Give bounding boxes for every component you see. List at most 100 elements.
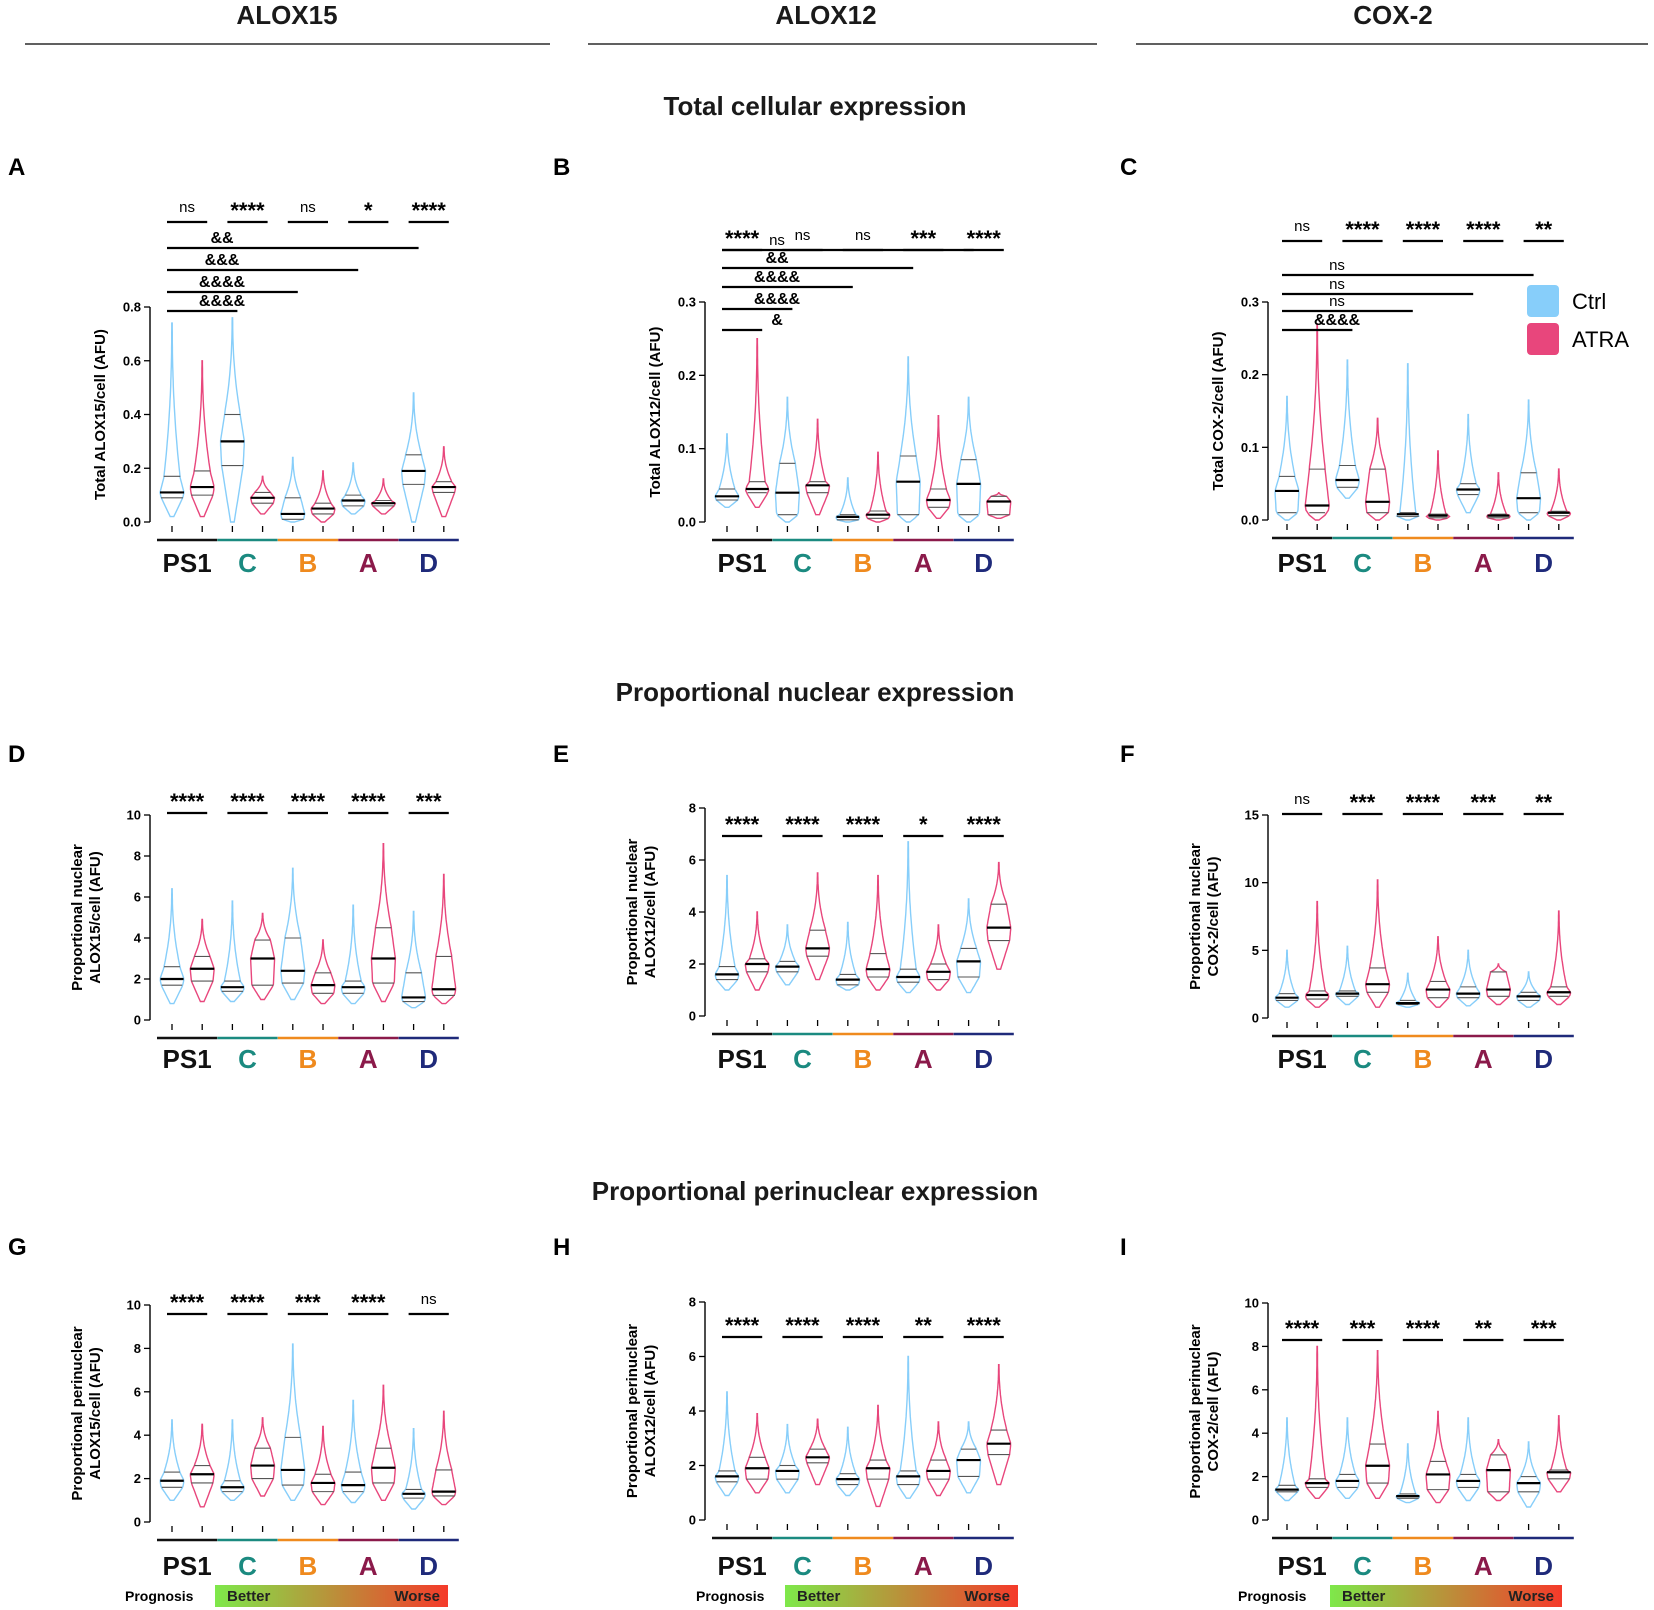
sig-label-A-1: **** — [230, 198, 265, 223]
group-label-A-A: A — [359, 548, 378, 578]
ps1-label-C-2: ns — [1329, 276, 1345, 293]
panel-letter-E: E — [553, 741, 569, 768]
panel-letter-I: I — [1120, 1234, 1127, 1261]
y-tick-label-D-4: 8 — [134, 849, 141, 864]
group-label-C-A: A — [1474, 548, 1493, 578]
sig-label-H-0: **** — [725, 1313, 760, 1338]
y-tick-label-B-2: 0.2 — [678, 368, 696, 383]
violin-F-PS1-Ctrl — [1274, 949, 1300, 1008]
column-title-0: ALOX15 — [236, 0, 337, 30]
prognosis-worse-0: Worse — [394, 1588, 440, 1605]
group-label-H-B: B — [854, 1551, 873, 1581]
group-label-D-C: C — [238, 1044, 257, 1074]
prognosis-bar-0 — [215, 1585, 448, 1607]
group-label-D-D: D — [419, 1044, 438, 1074]
violin-I-B-Ctrl — [1395, 1443, 1421, 1504]
y-tick-label-A-2: 0.4 — [123, 407, 142, 422]
violin-C-C-Ctrl — [1334, 359, 1361, 499]
violin-B-A-ATRA — [925, 415, 952, 519]
group-label-A-B: B — [299, 548, 318, 578]
panel-letter-B: B — [553, 154, 570, 181]
y-label-D-1: ALOX15/cell (AFU) — [87, 851, 104, 984]
y-tick-label-H-2: 4 — [689, 1404, 697, 1419]
panel-G: G 0 2 4 6 8 10 Proportional perinuclear ALOX15/c… — [8, 1234, 459, 1581]
group-label-G-D: D — [419, 1551, 438, 1581]
group-label-G-B: B — [299, 1551, 318, 1581]
ps1-label-B-2: &&&& — [754, 269, 801, 286]
violin-D-A-ATRA — [370, 843, 397, 1003]
y-tick-label-I-5: 10 — [1245, 1296, 1259, 1311]
panel-A: A 0.0 0.2 0.4 0.6 0.8 Total ALOX15/cell (AFU) P… — [8, 154, 459, 578]
sig-label-C-3: **** — [1466, 217, 1501, 242]
violin-B-D-ATRA — [986, 492, 1012, 519]
sig-label-B-4: **** — [967, 226, 1002, 251]
violin-I-B-ATRA — [1425, 1410, 1451, 1504]
y-tick-label-C-2: 0.2 — [1241, 367, 1259, 382]
violin-G-PS1-Ctrl — [159, 1419, 185, 1501]
y-tick-label-E-4: 8 — [689, 801, 696, 816]
y-tick-label-E-2: 4 — [689, 905, 697, 920]
prognosis-0: Prognosis Better Worse — [125, 1585, 448, 1607]
sig-label-B-3: *** — [910, 226, 936, 251]
legend: Ctrl ATRA — [1527, 285, 1629, 355]
prognosis-2: Prognosis Better Worse — [1238, 1585, 1562, 1607]
group-label-C-PS1: PS1 — [1278, 548, 1327, 578]
group-label-H-PS1: PS1 — [718, 1551, 767, 1581]
prognosis-bar-1 — [785, 1585, 1018, 1607]
sig-label-E-4: **** — [967, 812, 1002, 837]
y-tick-label-A-0: 0.0 — [123, 515, 141, 530]
section-title-1: Proportional nuclear expression — [616, 677, 1015, 707]
ps1-label-B-4: ns — [769, 232, 785, 249]
sig-label-I-3: ** — [1475, 1316, 1493, 1341]
y-label-B-0: Total ALOX12/cell (AFU) — [647, 327, 664, 498]
violin-C-PS1-Ctrl — [1274, 395, 1300, 521]
group-label-B-C: C — [793, 548, 812, 578]
violin-A-B-Ctrl — [280, 456, 306, 523]
y-tick-label-B-0: 0.0 — [678, 515, 696, 530]
sig-label-F-3: *** — [1470, 790, 1496, 815]
group-label-F-B: B — [1414, 1044, 1433, 1074]
violin-G-C-Ctrl — [219, 1419, 245, 1501]
group-label-B-A: A — [914, 548, 933, 578]
group-label-A-D: D — [419, 548, 438, 578]
group-label-A-C: C — [238, 548, 257, 578]
violin-G-B-ATRA — [310, 1425, 336, 1506]
panel-I: I 0 2 4 6 8 10 Proportional perinuclear COX-2/ce… — [1120, 1234, 1574, 1581]
sig-label-B-2: ns — [855, 227, 871, 244]
violin-H-D-Ctrl — [955, 1421, 982, 1494]
violin-F-D-Ctrl — [1515, 971, 1542, 1008]
violin-I-A-ATRA — [1485, 1439, 1512, 1502]
group-label-I-A: A — [1474, 1551, 1493, 1581]
sig-label-A-0: ns — [179, 199, 195, 216]
violin-G-B-Ctrl — [280, 1343, 306, 1501]
y-tick-label-H-1: 2 — [689, 1458, 696, 1473]
y-label-G-0: Proportional perinuclear — [69, 1326, 86, 1500]
violin-E-B-ATRA — [865, 874, 891, 991]
sig-label-B-1: ns — [795, 227, 811, 244]
section-title-0: Total cellular expression — [664, 91, 967, 121]
group-label-F-A: A — [1474, 1044, 1493, 1074]
violin-G-A-ATRA — [370, 1384, 397, 1501]
violin-H-D-ATRA — [986, 1364, 1012, 1486]
ps1-label-A-3: && — [210, 230, 234, 247]
violin-B-PS1-Ctrl — [714, 433, 740, 508]
ps1-label-C-0: &&&& — [1314, 312, 1361, 329]
y-tick-label-I-0: 0 — [1252, 1513, 1259, 1528]
violin-H-PS1-ATRA — [744, 1413, 770, 1494]
violin-E-PS1-ATRA — [744, 911, 770, 991]
sig-label-H-3: ** — [915, 1313, 933, 1338]
sig-label-I-4: *** — [1531, 1316, 1557, 1341]
violin-D-B-Ctrl — [280, 867, 306, 1001]
sig-label-E-3: * — [919, 812, 928, 837]
y-label-C-0: Total COX-2/cell (AFU) — [1210, 332, 1227, 491]
prognosis-better-0: Better — [227, 1588, 271, 1605]
y-label-E-0: Proportional nuclear — [624, 838, 641, 985]
group-label-E-B: B — [854, 1044, 873, 1074]
panel-C: C 0.0 0.1 0.2 0.3 Total COX-2/cell (AFU) PS1 C B… — [1120, 154, 1574, 578]
prognosis-label-1: Prognosis — [696, 1588, 765, 1604]
violin-G-D-Ctrl — [401, 1428, 427, 1510]
violin-B-C-ATRA — [804, 418, 831, 516]
violin-I-D-ATRA — [1546, 1415, 1572, 1493]
group-label-I-D: D — [1534, 1551, 1553, 1581]
y-tick-label-A-1: 0.2 — [123, 461, 141, 476]
